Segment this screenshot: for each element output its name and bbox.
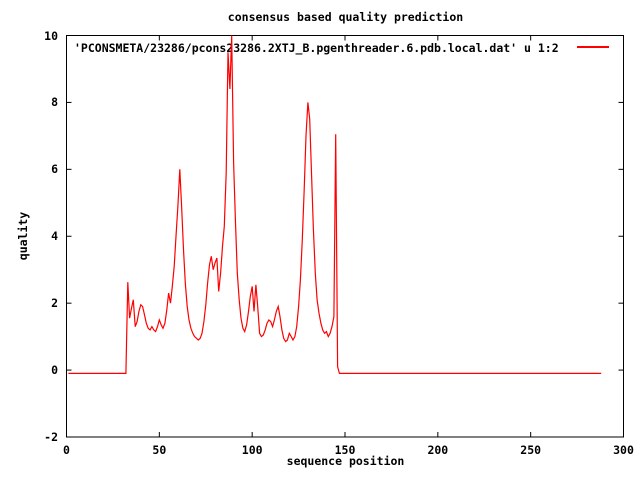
chart-title: consensus based quality prediction [227, 10, 464, 24]
x-tick-label-0: 0 [63, 443, 70, 457]
plot-border [66, 35, 624, 438]
x-tick-label-150: 150 [334, 443, 356, 457]
x-tick-label-250: 250 [520, 443, 542, 457]
x-axis-label: sequence position [286, 454, 405, 468]
x-tick-label-50: 50 [152, 443, 167, 457]
x-tick-label-300: 300 [613, 443, 634, 457]
legend-label: 'PCONSMETA/23286/pcons23286.2XTJ_B.pgent… [74, 41, 559, 55]
y-tick-label-0: 0 [51, 363, 58, 378]
y-tick-label-8: 8 [51, 95, 58, 110]
y-tick-label-2: 2 [51, 296, 58, 311]
quality-curve [68, 35, 602, 374]
y-axis-label: quality [16, 211, 30, 261]
x-tick-label-200: 200 [427, 443, 449, 457]
y-tick-label-6: 6 [51, 162, 58, 177]
y-tick-label--2: -2 [44, 430, 58, 444]
x-tick-label-100: 100 [241, 443, 263, 457]
legend-line-sample [577, 46, 609, 48]
y-tick-label-10: 10 [44, 28, 58, 43]
y-tick-label-4: 4 [51, 229, 58, 244]
